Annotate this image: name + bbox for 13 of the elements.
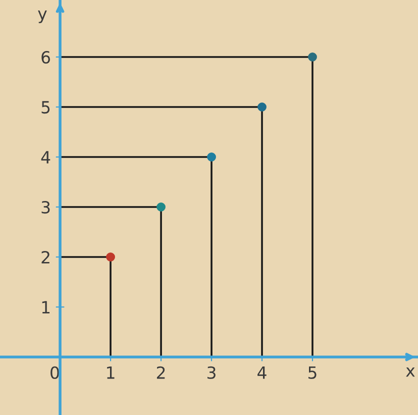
y-tick-label: 4: [41, 151, 50, 164]
y-tick-label: 5: [42, 101, 50, 114]
x-tick-label: 1: [107, 366, 114, 379]
x-tick-label: 4: [258, 366, 266, 379]
x-tick-label: 5: [308, 366, 316, 379]
y-tick-label: 2: [42, 250, 50, 264]
x-tick-label: 2: [156, 366, 165, 379]
y-tick-label: 3: [42, 200, 50, 214]
x-tick-label: 3: [207, 366, 216, 379]
y-tick-label: 6: [42, 50, 50, 64]
y-tick-label: 1: [42, 301, 50, 314]
x-axis-title: x: [406, 367, 415, 377]
y-axis-title: y: [38, 10, 47, 24]
